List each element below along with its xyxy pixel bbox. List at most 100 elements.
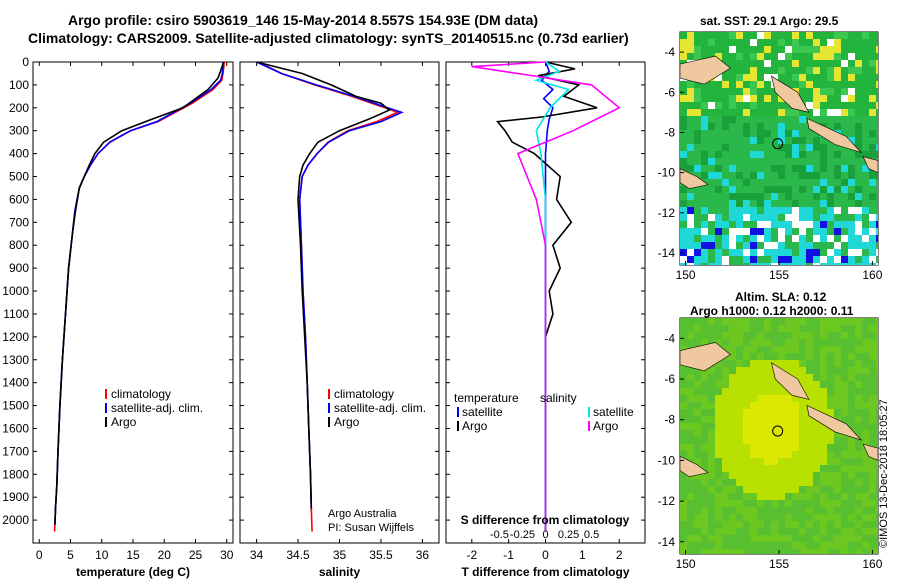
- temp-legend-label: Argo: [111, 415, 137, 429]
- sst-land-png-tip: [679, 168, 709, 189]
- sal-xtick-label: 34: [250, 548, 264, 562]
- sla-land-png-tip: [679, 455, 709, 478]
- diff-xtick-label: -1: [503, 548, 514, 562]
- temp-xtick-label: 10: [95, 548, 109, 562]
- depth-tick-label: 1800: [2, 467, 29, 481]
- temp-xtick-label: 20: [158, 548, 172, 562]
- sal-xlabel: salinity: [319, 565, 361, 579]
- sdiff-tick-label: 0.25: [558, 529, 579, 541]
- sst-lon-tick-label: 155: [769, 268, 789, 282]
- sla-lon-tick-label: 150: [676, 557, 696, 571]
- diff-legend-label: satellite: [593, 405, 634, 419]
- sst-land-guadalcanal: [862, 156, 879, 174]
- sla-lat-tick-label: -6: [664, 372, 675, 386]
- sla-lat-tick-label: -8: [664, 413, 675, 427]
- profile-title: Argo profile: csiro 5903619_146 15-May-2…: [68, 12, 539, 28]
- sst-lat-tick-label: -8: [664, 125, 675, 139]
- sal-xtick-label: 35.5: [369, 548, 393, 562]
- sal-legend-label: Argo: [334, 415, 360, 429]
- sst-map-title: sat. SST: 29.1 Argo: 29.5: [700, 14, 839, 28]
- temp-xtick-label: 0: [36, 548, 43, 562]
- salinity-legend-title: salinity: [540, 391, 577, 405]
- sst-land-bougainville: [771, 75, 810, 113]
- sdiff-tick-label: -0.25: [510, 529, 535, 541]
- sla-land-solomons: [806, 404, 863, 441]
- sst-lat-tick-label: -10: [658, 166, 676, 180]
- sal-legend-label: climatology: [334, 387, 394, 401]
- sla-land-new-britain: [679, 342, 731, 372]
- diff-legend-label: Argo: [462, 419, 488, 433]
- diff-legend-label: Argo: [593, 419, 619, 433]
- sla-lon-tick-label: 160: [862, 557, 882, 571]
- depth-tick-label: 600: [9, 192, 29, 206]
- sla-lat-tick-label: -10: [658, 453, 676, 467]
- depth-tick-label: 1400: [2, 376, 29, 390]
- depth-tick-label: 500: [9, 170, 29, 184]
- sla-lat-tick-label: -14: [658, 535, 676, 549]
- depth-tick-label: 1600: [2, 421, 29, 435]
- sdiff-tick-label: -0.5: [490, 529, 509, 541]
- depth-tick-label: 200: [9, 101, 29, 115]
- sla-map-subtitle: Argo h1000: 0.12 h2000: 0.11: [690, 304, 854, 318]
- depth-tick-label: 2000: [2, 513, 29, 527]
- depth-tick-label: 1900: [2, 490, 29, 504]
- temp-series-argo: [54, 61, 225, 525]
- sst-land-new-britain: [679, 55, 731, 85]
- sst-lon-tick-label: 160: [862, 268, 882, 282]
- depth-tick-label: 1500: [2, 399, 29, 413]
- depth-tick-label: 0: [22, 55, 29, 69]
- sla-map-title: Altim. SLA: 0.12: [735, 290, 827, 304]
- sst-land-solomons: [806, 117, 863, 154]
- sla-land-bougainville: [771, 362, 810, 400]
- diff-legend-label: satellite: [462, 405, 503, 419]
- argo-australia-label: Argo Australia: [328, 508, 397, 520]
- sal-xtick-label: 34.5: [286, 548, 310, 562]
- diff-xlabel: T difference from climatology: [461, 565, 629, 579]
- depth-tick-label: 300: [9, 124, 29, 138]
- sal-plot-frame: [239, 61, 440, 544]
- temp-xtick-label: 5: [67, 548, 74, 562]
- temp-plot-frame: [32, 61, 234, 544]
- sst-float-position-marker: [772, 138, 784, 150]
- diff-series-t-argo: [496, 61, 598, 532]
- temp-xtick-label: 30: [220, 548, 234, 562]
- salinity-difference-title: S difference from climatology: [461, 513, 630, 527]
- diff-series-s-argo: [471, 61, 621, 532]
- depth-tick-label: 100: [9, 78, 29, 92]
- temp-legend-label: satellite-adj. clim.: [111, 401, 203, 415]
- sal-xtick-label: 35: [333, 548, 347, 562]
- sla-lat-tick-label: -12: [658, 494, 676, 508]
- temp-legend-label: climatology: [111, 387, 171, 401]
- depth-tick-label: 1700: [2, 444, 29, 458]
- sst-lon-tick-label: 150: [676, 268, 696, 282]
- depth-tick-label: 900: [9, 261, 29, 275]
- depth-tick-label: 400: [9, 147, 29, 161]
- diff-xtick-label: 1: [579, 548, 586, 562]
- depth-tick-label: 1200: [2, 330, 29, 344]
- depth-tick-label: 700: [9, 215, 29, 229]
- diff-xtick-label: -2: [466, 548, 477, 562]
- temp-xtick-label: 25: [189, 548, 203, 562]
- diff-xtick-label: 2: [616, 548, 623, 562]
- sal-legend-label: satellite-adj. clim.: [334, 401, 426, 415]
- climatology-title: Climatology: CARS2009. Satellite-adjuste…: [28, 30, 629, 46]
- sla-lon-tick-label: 155: [769, 557, 789, 571]
- sla-float-position-marker: [772, 425, 784, 437]
- temperature-legend-title: temperature: [454, 391, 519, 405]
- sal-series-argo: [256, 61, 391, 509]
- sdiff-tick-label: 0.5: [584, 529, 599, 541]
- sst-lat-tick-label: -6: [664, 85, 675, 99]
- sst-lat-tick-label: -4: [664, 45, 675, 59]
- depth-tick-label: 1300: [2, 353, 29, 367]
- sst-lat-tick-label: -12: [658, 206, 676, 220]
- temp-xtick-label: 15: [126, 548, 140, 562]
- temp-xlabel: temperature (deg C): [76, 565, 190, 579]
- sla-lat-tick-label: -4: [664, 331, 675, 345]
- depth-tick-label: 1100: [3, 307, 29, 321]
- pi-label: PI: Susan Wijffels: [328, 522, 414, 534]
- depth-tick-label: 1000: [2, 284, 29, 298]
- sal-xtick-label: 36: [416, 548, 430, 562]
- sla-land-guadalcanal: [862, 443, 879, 461]
- sst-lat-tick-label: -14: [658, 246, 676, 260]
